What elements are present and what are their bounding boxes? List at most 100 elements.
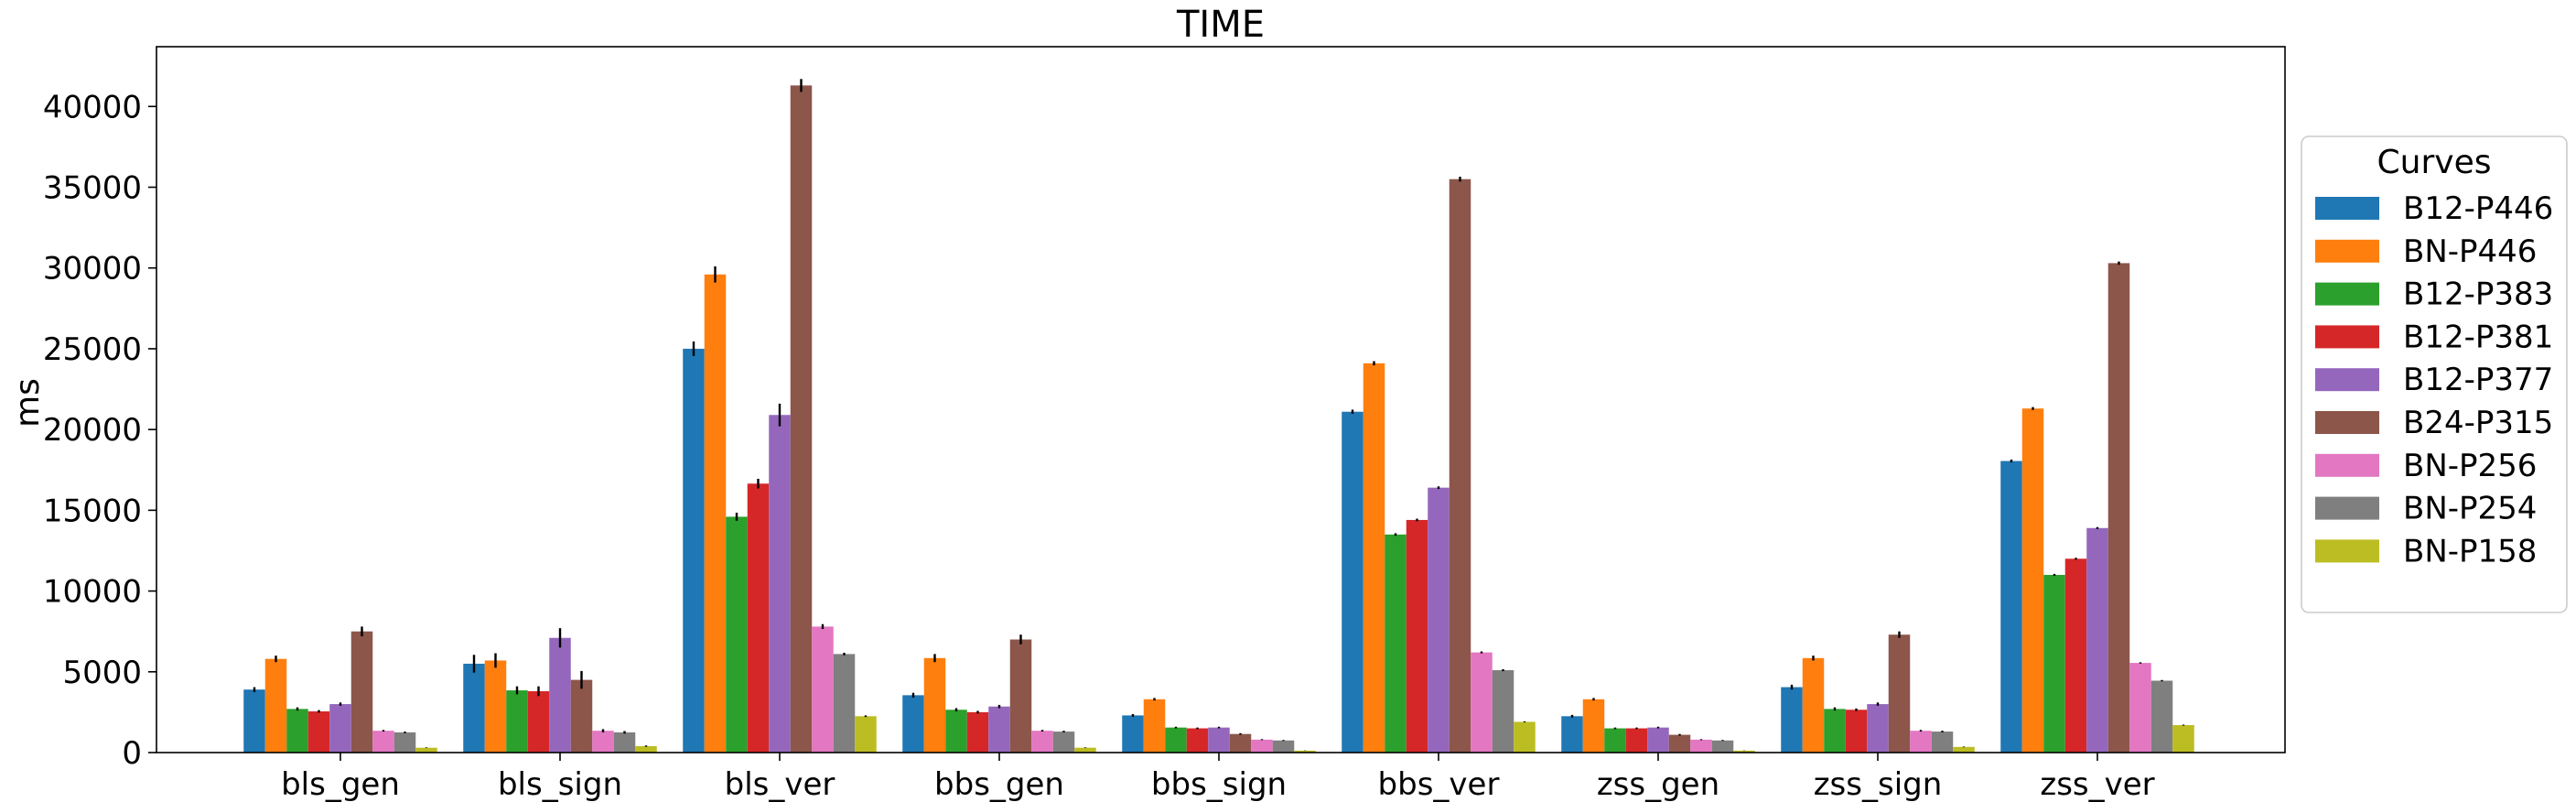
bar-bls_ver-BN-P446 bbox=[704, 274, 727, 753]
legend-label-BN-P254: BN-P254 bbox=[2403, 491, 2537, 527]
bar-zss_gen-B24-P315 bbox=[1668, 734, 1691, 753]
bar-bls_sign-BN-P256 bbox=[592, 731, 614, 753]
bar-bls_ver-B12-P446 bbox=[683, 348, 705, 753]
bar-zss_sign-B24-P315 bbox=[1888, 634, 1911, 753]
bar-bls_gen-B12-P383 bbox=[286, 709, 308, 753]
bars-layer bbox=[243, 85, 2194, 753]
bar-zss_gen-BN-P254 bbox=[1711, 740, 1734, 753]
bar-bls_sign-B12-P381 bbox=[527, 690, 550, 753]
bar-bls_gen-BN-P446 bbox=[264, 658, 287, 753]
bar-bls_ver-BN-P256 bbox=[812, 626, 834, 753]
legend-label-B12-P381: B12-P381 bbox=[2403, 319, 2553, 355]
y-axis-label: ms bbox=[9, 378, 47, 428]
x-tick-label-bls_gen: bls_gen bbox=[281, 766, 400, 802]
bar-bls_sign-BN-P446 bbox=[484, 660, 507, 753]
x-tick-label-bbs_ver: bbs_ver bbox=[1378, 766, 1500, 802]
bar-bbs_gen-BN-P446 bbox=[923, 657, 946, 753]
bar-bls_ver-B24-P315 bbox=[790, 85, 813, 753]
bar-bbs_ver-B24-P315 bbox=[1449, 179, 1471, 753]
y-tick-label: 30000 bbox=[43, 251, 142, 287]
bar-zss_ver-B12-P377 bbox=[2086, 527, 2108, 753]
bar-bbs_gen-BN-P256 bbox=[1031, 731, 1053, 753]
bar-bls_sign-B12-P377 bbox=[549, 637, 571, 753]
bar-bbs_gen-B12-P446 bbox=[902, 695, 924, 753]
bar-bbs_ver-BN-P254 bbox=[1492, 670, 1514, 753]
bar-bbs_gen-B12-P383 bbox=[945, 710, 967, 753]
bar-bbs_gen-BN-P254 bbox=[1052, 732, 1075, 753]
y-tick-label: 40000 bbox=[43, 89, 142, 125]
bar-bls_sign-BN-P254 bbox=[613, 732, 636, 753]
bar-bbs_ver-B12-P446 bbox=[1342, 411, 1363, 753]
legend-swatch-BN-P256 bbox=[2315, 453, 2379, 477]
bar-bls_sign-B12-P446 bbox=[463, 663, 485, 753]
plot-frame bbox=[156, 46, 2286, 753]
bar-bls_gen-BN-P256 bbox=[372, 731, 394, 753]
y-tick-label: 0 bbox=[122, 735, 142, 772]
legend-label-B12-P446: B12-P446 bbox=[2403, 190, 2553, 227]
bar-bbs_gen-B24-P315 bbox=[1009, 639, 1032, 753]
legend-label-BN-P446: BN-P446 bbox=[2403, 233, 2537, 270]
x-tick-label-zss_ver: zss_ver bbox=[2040, 766, 2154, 802]
bar-bbs_ver-BN-P256 bbox=[1471, 652, 1493, 753]
legend-title: Curves bbox=[2377, 144, 2492, 181]
bar-bbs_ver-BN-P158 bbox=[1514, 721, 1536, 753]
bar-bbs_sign-B12-P383 bbox=[1165, 727, 1187, 753]
chart-title: TIME bbox=[1176, 4, 1265, 46]
bar-bbs_sign-B12-P377 bbox=[1208, 727, 1230, 753]
bar-zss_sign-BN-P158 bbox=[1953, 746, 1975, 753]
legend-swatch-B24-P315 bbox=[2315, 411, 2379, 434]
legend-label-BN-P158: BN-P158 bbox=[2403, 533, 2537, 569]
x-tick-label-bls_sign: bls_sign bbox=[498, 766, 622, 802]
legend-swatch-BN-P446 bbox=[2315, 239, 2379, 263]
y-tick-label: 35000 bbox=[43, 169, 142, 206]
bar-bls_ver-BN-P158 bbox=[855, 716, 877, 753]
bar-bls_gen-B12-P446 bbox=[243, 689, 265, 753]
bar-zss_sign-BN-P254 bbox=[1931, 732, 1954, 753]
bar-bbs_ver-BN-P446 bbox=[1363, 363, 1385, 753]
bar-bbs_sign-BN-P446 bbox=[1143, 699, 1166, 753]
bar-zss_gen-BN-P256 bbox=[1690, 739, 1712, 753]
bar-bbs_ver-B12-P381 bbox=[1406, 519, 1428, 753]
bar-zss_gen-BN-P158 bbox=[1733, 750, 1755, 753]
bar-zss_ver-B12-P446 bbox=[2000, 461, 2022, 753]
bar-bls_gen-BN-P254 bbox=[393, 732, 416, 753]
legend-label-B12-P377: B12-P377 bbox=[2403, 362, 2553, 398]
bar-zss_ver-B12-P383 bbox=[2043, 574, 2065, 753]
bar-zss_ver-BN-P158 bbox=[2172, 725, 2194, 753]
bar-bls_sign-B12-P383 bbox=[506, 690, 528, 753]
bar-bbs_sign-B12-P381 bbox=[1186, 728, 1209, 753]
bar-bls_ver-B12-P381 bbox=[747, 483, 770, 753]
bar-bbs_sign-BN-P256 bbox=[1251, 739, 1273, 753]
bar-zss_sign-B12-P383 bbox=[1824, 709, 1846, 753]
bar-zss_sign-B12-P381 bbox=[1845, 710, 1868, 753]
bar-zss_sign-BN-P256 bbox=[1910, 731, 1932, 753]
bar-bbs_sign-B24-P315 bbox=[1229, 733, 1252, 753]
legend-swatch-BN-P254 bbox=[2315, 496, 2379, 520]
bar-bbs_sign-B12-P446 bbox=[1122, 715, 1144, 753]
bar-zss_gen-B12-P383 bbox=[1604, 728, 1626, 753]
x-tick-label-bls_ver: bls_ver bbox=[725, 766, 835, 802]
bar-bls_ver-BN-P254 bbox=[833, 654, 856, 753]
bar-bbs_sign-BN-P254 bbox=[1272, 740, 1295, 753]
bar-zss_sign-BN-P446 bbox=[1802, 657, 1825, 753]
bar-bbs_sign-BN-P158 bbox=[1294, 750, 1316, 753]
bar-zss_ver-B24-P315 bbox=[2107, 263, 2130, 753]
bar-bls_gen-BN-P158 bbox=[415, 747, 437, 753]
bar-bls_ver-B12-P377 bbox=[769, 415, 791, 753]
bar-zss_ver-BN-P446 bbox=[2021, 408, 2044, 753]
legend-label-B12-P383: B12-P383 bbox=[2403, 276, 2553, 313]
bar-bbs_ver-B12-P383 bbox=[1385, 534, 1407, 753]
x-axis: bls_gen bls_sign bls_ver bbs_gen bbs_sign bbs… bbox=[281, 753, 2155, 802]
legend-swatch-B12-P377 bbox=[2315, 368, 2379, 392]
bar-bbs_ver-B12-P377 bbox=[1428, 487, 1450, 753]
bar-zss_gen-B12-P381 bbox=[1625, 728, 1648, 753]
bar-bls_gen-B12-P377 bbox=[329, 704, 351, 753]
legend-label-B24-P315: B24-P315 bbox=[2403, 405, 2553, 441]
y-tick-label: 20000 bbox=[43, 412, 142, 449]
bar-zss_ver-BN-P254 bbox=[2150, 680, 2173, 753]
bar-bls_gen-B12-P381 bbox=[307, 711, 330, 753]
bar-bbs_gen-BN-P158 bbox=[1074, 747, 1096, 753]
bar-zss_ver-B12-P381 bbox=[2064, 558, 2087, 753]
